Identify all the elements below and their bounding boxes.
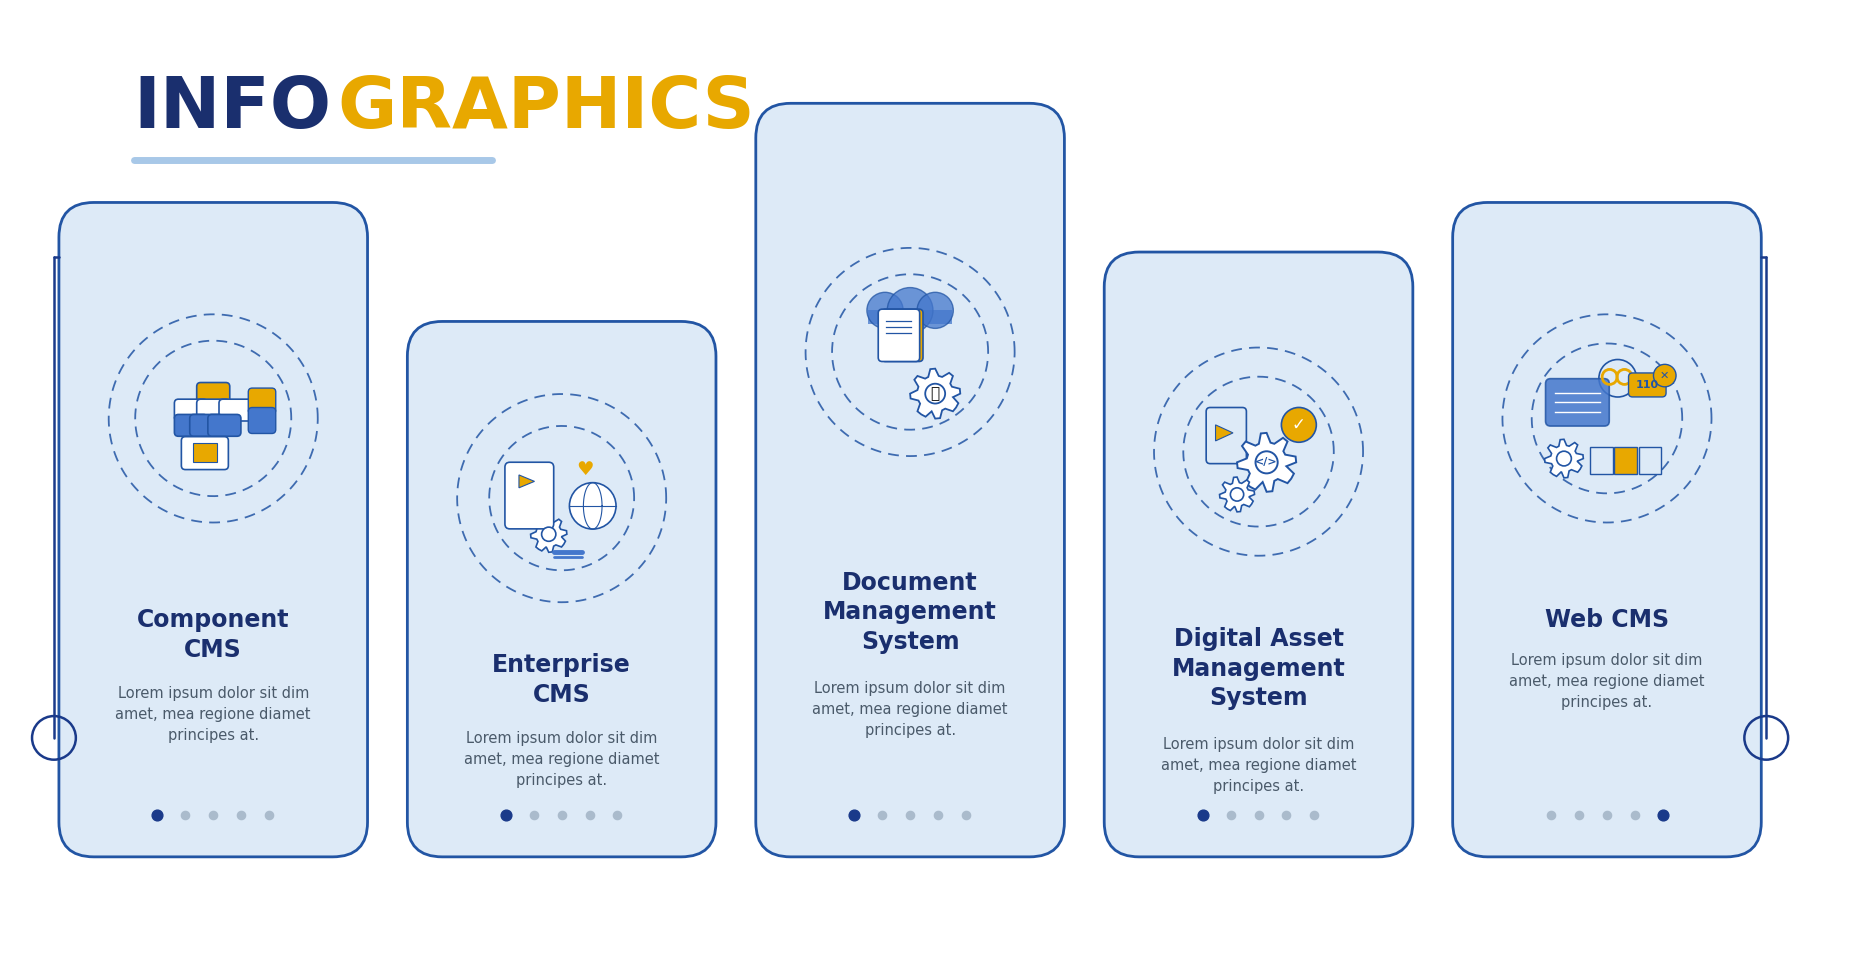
Point bbox=[198, 808, 227, 823]
Text: Lorem ipsum dolor sit dim
amet, mea regione diamet
principes at.: Lorem ipsum dolor sit dim amet, mea regi… bbox=[1508, 653, 1704, 710]
Circle shape bbox=[1281, 408, 1316, 442]
Polygon shape bbox=[1236, 433, 1295, 492]
Point bbox=[1271, 808, 1301, 823]
Text: Digital Asset
Management
System: Digital Asset Management System bbox=[1171, 627, 1344, 710]
FancyBboxPatch shape bbox=[196, 382, 229, 405]
Point bbox=[574, 808, 604, 823]
FancyBboxPatch shape bbox=[882, 309, 923, 362]
Circle shape bbox=[569, 483, 615, 529]
FancyBboxPatch shape bbox=[505, 463, 554, 529]
Circle shape bbox=[917, 292, 953, 328]
Point bbox=[951, 808, 980, 823]
Circle shape bbox=[1230, 488, 1243, 501]
Text: ♥: ♥ bbox=[576, 461, 593, 479]
Polygon shape bbox=[531, 516, 567, 553]
Point bbox=[602, 808, 632, 823]
Polygon shape bbox=[518, 475, 535, 488]
Text: INFO: INFO bbox=[134, 74, 332, 143]
Point bbox=[1564, 808, 1594, 823]
Point bbox=[1648, 808, 1678, 823]
Text: Lorem ipsum dolor sit dim
amet, mea regione diamet
principes at.: Lorem ipsum dolor sit dim amet, mea regi… bbox=[464, 731, 660, 788]
Point bbox=[1215, 808, 1245, 823]
Text: </>: </> bbox=[1254, 458, 1277, 467]
Circle shape bbox=[1556, 451, 1571, 465]
Polygon shape bbox=[910, 368, 960, 418]
Text: Lorem ipsum dolor sit dim
amet, mea regione diamet
principes at.: Lorem ipsum dolor sit dim amet, mea regi… bbox=[116, 686, 311, 743]
Point bbox=[546, 808, 576, 823]
Circle shape bbox=[1254, 452, 1277, 473]
FancyBboxPatch shape bbox=[406, 321, 716, 857]
Point bbox=[895, 808, 925, 823]
Point bbox=[142, 808, 171, 823]
Point bbox=[254, 808, 283, 823]
Point bbox=[1536, 808, 1566, 823]
FancyBboxPatch shape bbox=[60, 203, 367, 857]
Point bbox=[923, 808, 953, 823]
Polygon shape bbox=[1219, 477, 1254, 512]
FancyBboxPatch shape bbox=[878, 309, 919, 362]
Text: 🔧: 🔧 bbox=[930, 386, 939, 401]
FancyBboxPatch shape bbox=[1590, 447, 1612, 474]
Circle shape bbox=[925, 384, 945, 404]
FancyBboxPatch shape bbox=[1103, 252, 1413, 857]
FancyBboxPatch shape bbox=[175, 415, 207, 436]
Text: Component
CMS: Component CMS bbox=[136, 609, 289, 662]
FancyBboxPatch shape bbox=[248, 408, 276, 433]
Polygon shape bbox=[1215, 425, 1232, 441]
Text: Document
Management
System: Document Management System bbox=[822, 570, 997, 654]
Point bbox=[867, 808, 897, 823]
FancyBboxPatch shape bbox=[1627, 373, 1665, 397]
FancyBboxPatch shape bbox=[218, 399, 252, 421]
Circle shape bbox=[867, 292, 902, 328]
Circle shape bbox=[541, 527, 555, 541]
Circle shape bbox=[887, 287, 932, 333]
FancyBboxPatch shape bbox=[175, 399, 207, 421]
Point bbox=[1592, 808, 1622, 823]
Point bbox=[1299, 808, 1329, 823]
Point bbox=[1620, 808, 1650, 823]
Text: GRAPHICS: GRAPHICS bbox=[337, 74, 755, 143]
FancyBboxPatch shape bbox=[1638, 447, 1661, 474]
FancyBboxPatch shape bbox=[207, 415, 240, 436]
Point bbox=[1187, 808, 1217, 823]
FancyBboxPatch shape bbox=[869, 311, 951, 324]
Text: Enterprise
CMS: Enterprise CMS bbox=[492, 654, 630, 708]
FancyBboxPatch shape bbox=[1206, 408, 1245, 464]
Point bbox=[839, 808, 869, 823]
Text: 110: 110 bbox=[1635, 380, 1657, 390]
Text: Lorem ipsum dolor sit dim
amet, mea regione diamet
principes at.: Lorem ipsum dolor sit dim amet, mea regi… bbox=[813, 680, 1007, 738]
Circle shape bbox=[1597, 360, 1637, 397]
Point bbox=[226, 808, 255, 823]
Point bbox=[170, 808, 199, 823]
Text: Lorem ipsum dolor sit dim
amet, mea regione diamet
principes at.: Lorem ipsum dolor sit dim amet, mea regi… bbox=[1159, 737, 1355, 794]
Polygon shape bbox=[1543, 439, 1583, 478]
FancyBboxPatch shape bbox=[1545, 378, 1609, 426]
FancyBboxPatch shape bbox=[181, 437, 227, 469]
FancyBboxPatch shape bbox=[1452, 203, 1760, 857]
Circle shape bbox=[1653, 365, 1676, 387]
Text: Web CMS: Web CMS bbox=[1543, 609, 1668, 632]
FancyBboxPatch shape bbox=[194, 443, 216, 462]
Point bbox=[518, 808, 548, 823]
Point bbox=[1243, 808, 1273, 823]
FancyBboxPatch shape bbox=[755, 103, 1064, 857]
FancyBboxPatch shape bbox=[248, 388, 276, 415]
Text: ✕: ✕ bbox=[1659, 370, 1668, 380]
FancyBboxPatch shape bbox=[1614, 447, 1637, 474]
Point bbox=[490, 808, 520, 823]
FancyBboxPatch shape bbox=[196, 399, 229, 421]
FancyBboxPatch shape bbox=[190, 415, 222, 436]
Text: ✓: ✓ bbox=[1292, 416, 1305, 434]
